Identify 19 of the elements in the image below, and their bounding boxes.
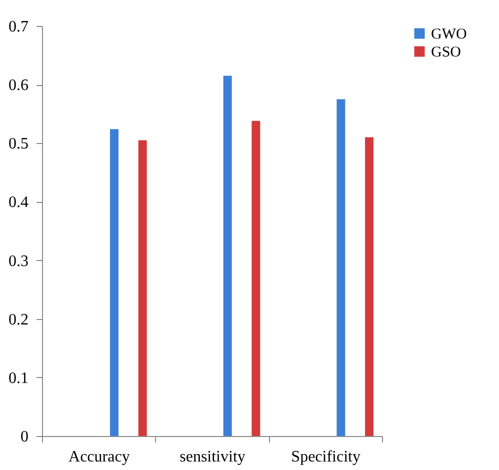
- y-tick-label: 0.2: [8, 311, 28, 328]
- y-tick-label: 0.7: [8, 18, 28, 36]
- y-tick-label: 0: [20, 428, 28, 446]
- bar: [336, 99, 346, 436]
- bar: [223, 76, 232, 436]
- legend-label: GSO: [431, 44, 462, 60]
- x-tick-label: Specificity: [291, 448, 360, 466]
- bar: [252, 120, 260, 436]
- bar: [110, 129, 118, 436]
- bar: [365, 137, 374, 436]
- y-tick-label: 0.4: [8, 194, 28, 212]
- y-tick-label: 0.5: [8, 136, 28, 153]
- y-tick-label: 0.3: [8, 252, 28, 270]
- y-tick-label: 0.1: [8, 370, 28, 387]
- legend-label: GWO: [431, 26, 467, 42]
- x-tick-label: sensitivity: [180, 448, 246, 466]
- bar: [138, 140, 147, 436]
- x-tick-label: Accuracy: [68, 448, 130, 466]
- y-tick-label: 0.6: [8, 77, 28, 94]
